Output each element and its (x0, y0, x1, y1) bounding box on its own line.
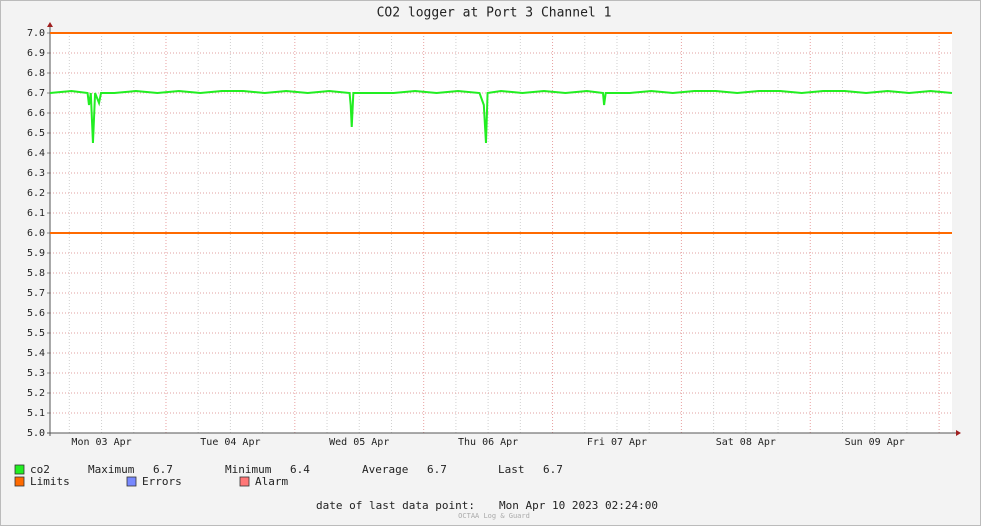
y-tick-label: 6.4 (27, 148, 45, 159)
y-tick-label: 5.0 (27, 428, 45, 439)
x-tick-label: Mon 03 Apr (71, 437, 131, 448)
legend-label: Alarm (255, 475, 288, 488)
y-tick-label: 5.6 (27, 308, 45, 319)
y-tick-label: 6.5 (27, 128, 45, 139)
legend-swatch (14, 464, 25, 475)
stat-value: 6.7 (427, 463, 447, 476)
x-tick-label: Sun 09 Apr (845, 437, 905, 448)
y-tick-label: 6.6 (27, 108, 45, 119)
legend-label: Errors (142, 475, 182, 488)
y-tick-label: 7.0 (27, 28, 45, 39)
legend-swatch (126, 476, 137, 487)
x-tick-label: Fri 07 Apr (587, 437, 647, 448)
stat-label: Average (362, 463, 408, 476)
stat-value: 6.7 (543, 463, 563, 476)
x-tick-label: Sat 08 Apr (716, 437, 776, 448)
watermark: OCTAA Log & Guard (458, 512, 530, 520)
legend-swatch (14, 476, 25, 487)
y-tick-label: 5.3 (27, 368, 45, 379)
y-tick-label: 5.1 (27, 408, 45, 419)
x-tick-label: Tue 04 Apr (200, 437, 260, 448)
y-tick-label: 5.4 (27, 348, 45, 359)
chart-title: CO2 logger at Port 3 Channel 1 (377, 6, 612, 21)
y-tick-label: 6.8 (27, 68, 45, 79)
stat-label: Last (498, 463, 525, 476)
stat-label: Maximum (88, 463, 135, 476)
footer-label: date of last data point: (316, 499, 475, 512)
y-tick-label: 5.2 (27, 388, 45, 399)
y-axis-arrow (47, 22, 53, 27)
stat-value: 6.4 (290, 463, 310, 476)
data-line (49, 89, 953, 144)
y-tick-label: 6.1 (27, 208, 45, 219)
x-axis-arrow (956, 430, 961, 436)
y-tick-label: 6.0 (27, 228, 45, 239)
footer-date: Mon Apr 10 2023 02:24:00 (499, 499, 658, 512)
stat-label: Minimum (225, 463, 272, 476)
x-tick-label: Wed 05 Apr (329, 437, 389, 448)
stat-value: 6.7 (153, 463, 173, 476)
legend-label: Limits (30, 475, 70, 488)
y-tick-label: 6.3 (27, 168, 45, 179)
legend-label: co2 (30, 463, 50, 476)
legend-swatch (239, 476, 250, 487)
y-tick-label: 5.7 (27, 288, 45, 299)
y-tick-label: 5.8 (27, 268, 45, 279)
y-tick-label: 6.9 (27, 48, 45, 59)
y-tick-label: 6.7 (27, 88, 45, 99)
y-tick-label: 5.9 (27, 248, 45, 259)
x-tick-label: Thu 06 Apr (458, 437, 518, 448)
y-tick-label: 5.5 (27, 328, 45, 339)
y-tick-label: 6.2 (27, 188, 45, 199)
